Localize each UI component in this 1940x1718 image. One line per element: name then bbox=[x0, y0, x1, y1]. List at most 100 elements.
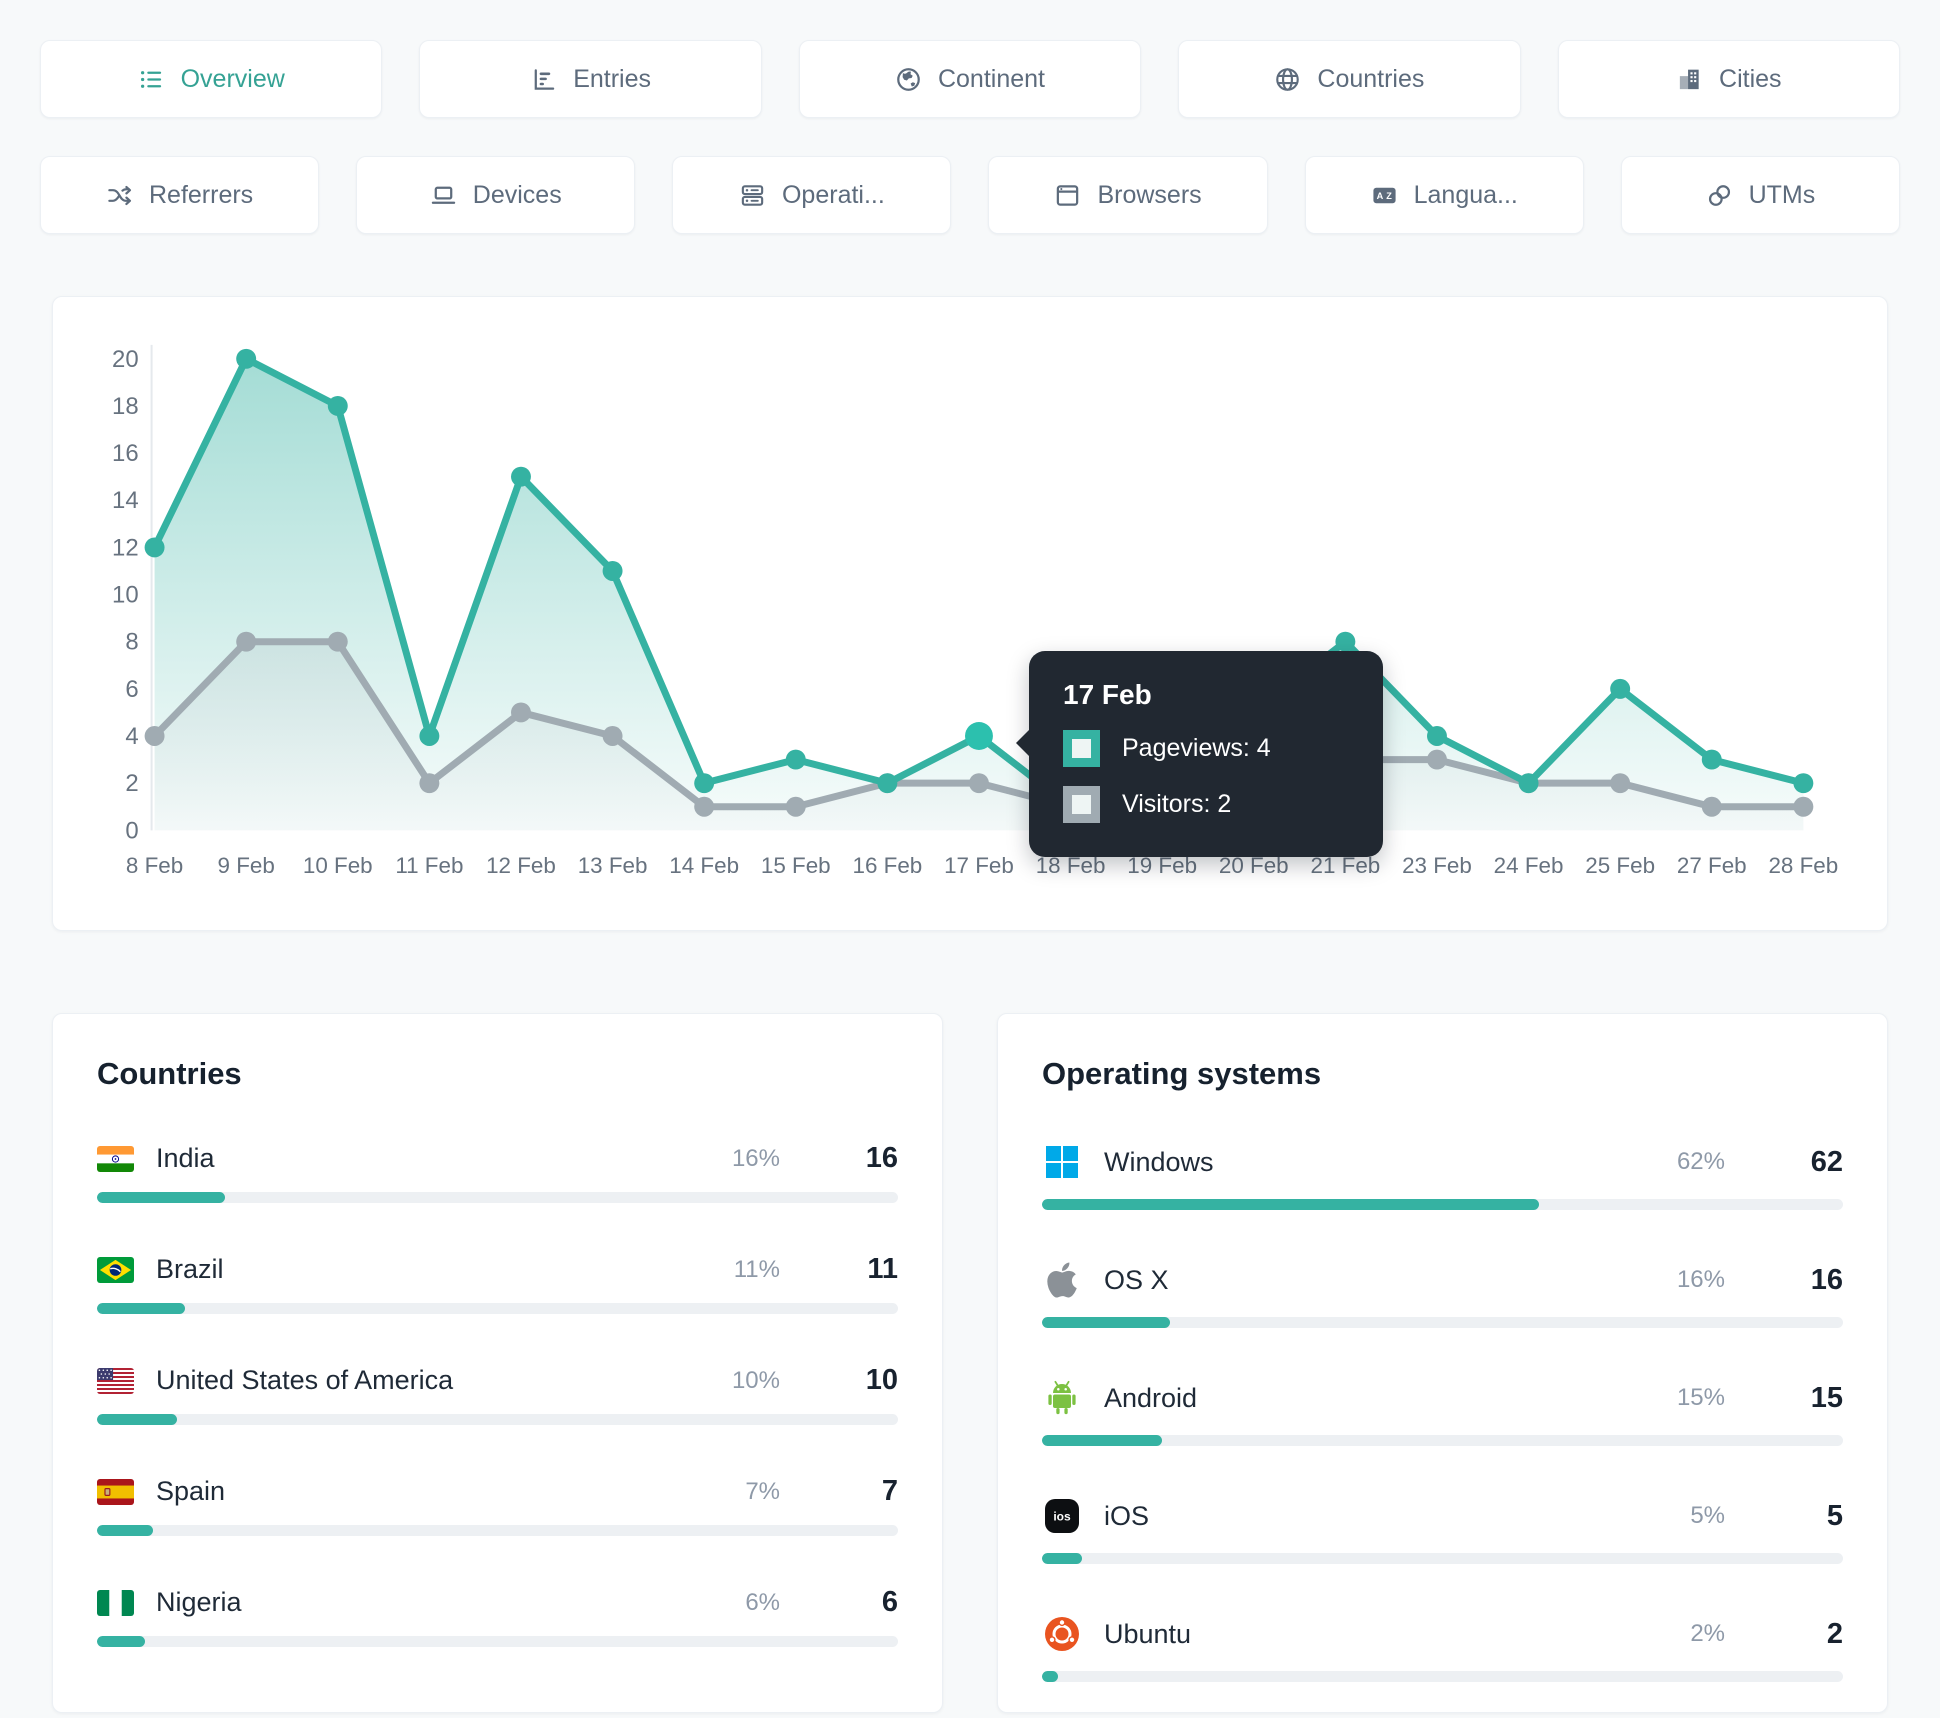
item-count: 6 bbox=[881, 1586, 898, 1618]
countries-icon bbox=[1274, 66, 1301, 93]
x-tick-label: 16 Feb bbox=[852, 853, 922, 878]
visitors-swatch bbox=[1063, 786, 1100, 823]
pageviews-point[interactable] bbox=[1610, 678, 1631, 699]
progress-bar bbox=[1042, 1317, 1843, 1328]
item-name: India bbox=[156, 1143, 215, 1173]
visitors-point[interactable] bbox=[236, 631, 257, 652]
country-row[interactable]: United States of America 10% 10 bbox=[97, 1364, 898, 1425]
visitors-point[interactable] bbox=[419, 773, 440, 794]
pageviews-point[interactable] bbox=[1793, 773, 1814, 794]
tooltip-row: Pageviews: 4 bbox=[1063, 730, 1349, 767]
x-tick-label: 13 Feb bbox=[578, 853, 648, 878]
x-tick-label: 11 Feb bbox=[395, 853, 463, 878]
y-tick-label: 14 bbox=[112, 487, 139, 514]
item-percent: 15% bbox=[1676, 1384, 1725, 1411]
y-tick-label: 10 bbox=[112, 582, 139, 609]
tab-referrers[interactable]: Referrers bbox=[40, 156, 320, 234]
os-row[interactable]: Windows 62% 62 bbox=[1042, 1142, 1843, 1210]
visitors-point[interactable] bbox=[327, 631, 348, 652]
referrers-icon bbox=[106, 182, 133, 209]
pageviews-point[interactable] bbox=[785, 749, 806, 770]
pageviews-point[interactable] bbox=[1518, 773, 1539, 794]
pageviews-point[interactable] bbox=[1335, 631, 1356, 652]
utms-icon bbox=[1706, 182, 1733, 209]
visitors-point[interactable] bbox=[602, 726, 623, 746]
visitors-point[interactable] bbox=[144, 726, 165, 746]
tab-continent[interactable]: Continent bbox=[798, 40, 1142, 118]
tab-cities[interactable]: Cities bbox=[1557, 40, 1900, 118]
y-tick-label: 12 bbox=[112, 534, 139, 561]
country-row[interactable]: Spain 7% 7 bbox=[97, 1475, 898, 1536]
progress-fill bbox=[1042, 1317, 1171, 1328]
visitors-point[interactable] bbox=[511, 702, 531, 723]
progress-bar bbox=[97, 1525, 898, 1536]
ios-icon-icon: ios bbox=[1042, 1496, 1082, 1536]
operating-systems-panel: Operating systems Windows 62% 62 OS X 16% 16 An… bbox=[997, 1013, 1888, 1713]
spain-flag-icon bbox=[97, 1478, 134, 1505]
progress-fill bbox=[1042, 1553, 1083, 1564]
overview-icon bbox=[138, 66, 165, 93]
country-row[interactable]: Nigeria 6% 6 bbox=[97, 1586, 898, 1647]
pageviews-point[interactable] bbox=[1701, 749, 1722, 770]
country-row[interactable]: Brazil 11% 11 bbox=[97, 1253, 898, 1314]
tab-operati[interactable]: Operati... bbox=[672, 156, 952, 234]
progress-bar bbox=[97, 1303, 898, 1314]
tab-entries[interactable]: Entries bbox=[419, 40, 762, 118]
progress-fill bbox=[1042, 1671, 1059, 1682]
x-tick-label: 18 Feb bbox=[1036, 853, 1106, 878]
operating-systems-icon bbox=[739, 182, 766, 209]
tab-devices[interactable]: Devices bbox=[356, 156, 636, 234]
tab-label: Browsers bbox=[1097, 180, 1202, 209]
pageviews-point[interactable] bbox=[144, 537, 165, 558]
visitors-point[interactable] bbox=[694, 796, 715, 817]
pageviews-point[interactable] bbox=[511, 466, 531, 487]
tab-label: Devices bbox=[472, 180, 562, 209]
pageviews-swatch bbox=[1063, 730, 1100, 767]
progress-bar bbox=[1042, 1435, 1843, 1446]
pageviews-point[interactable] bbox=[1427, 726, 1447, 746]
item-name: iOS bbox=[1104, 1500, 1150, 1531]
tab-langua[interactable]: A Z Langua... bbox=[1304, 156, 1584, 234]
visitors-point[interactable] bbox=[1793, 796, 1814, 817]
x-tick-label: 10 Feb bbox=[303, 853, 373, 878]
tab-overview[interactable]: Overview bbox=[40, 40, 383, 118]
entries-icon bbox=[530, 66, 557, 93]
visitors-point[interactable] bbox=[785, 796, 806, 817]
item-count: 5 bbox=[1826, 1499, 1843, 1532]
item-percent: 11% bbox=[733, 1255, 780, 1283]
visitors-point[interactable] bbox=[1427, 749, 1447, 770]
tab-label: Countries bbox=[1317, 64, 1425, 93]
pageviews-point[interactable] bbox=[602, 561, 623, 581]
brazil-flag-icon bbox=[97, 1256, 134, 1283]
country-row[interactable]: India 16% 16 bbox=[97, 1142, 898, 1203]
tab-utms[interactable]: UTMs bbox=[1620, 156, 1900, 234]
pageviews-point[interactable] bbox=[327, 395, 348, 416]
x-tick-label: 9 Feb bbox=[218, 853, 275, 878]
tab-browsers[interactable]: Browsers bbox=[988, 156, 1268, 234]
tab-bar-row-1: Overview Entries Continent Countries Cities bbox=[40, 0, 1900, 118]
item-name: Ubuntu bbox=[1104, 1618, 1192, 1649]
pageviews-visitors-chart[interactable]: 0 2 4 6 8 10 12 14 16 18 20 8 Feb 9 Feb 10 Feb 11 Feb 1… bbox=[53, 297, 1887, 930]
cities-icon bbox=[1676, 66, 1703, 93]
tab-label: Operati... bbox=[781, 180, 885, 209]
highlighted-point[interactable] bbox=[965, 722, 993, 750]
pageviews-point[interactable] bbox=[694, 773, 715, 794]
os-row[interactable]: ios iOS 5% 5 bbox=[1042, 1496, 1843, 1564]
os-row[interactable]: OS X 16% 16 bbox=[1042, 1260, 1843, 1328]
os-row[interactable]: Ubuntu 2% 2 bbox=[1042, 1614, 1843, 1682]
tab-countries[interactable]: Countries bbox=[1178, 40, 1521, 118]
tooltip-row-text: Visitors: 2 bbox=[1122, 790, 1232, 818]
progress-fill bbox=[1042, 1435, 1163, 1446]
visitors-point[interactable] bbox=[969, 773, 989, 794]
pageviews-point[interactable] bbox=[236, 348, 257, 369]
pageviews-point[interactable] bbox=[877, 773, 898, 794]
visitors-point[interactable] bbox=[1610, 773, 1631, 794]
tab-label: Cities bbox=[1719, 64, 1782, 93]
progress-bar bbox=[97, 1414, 898, 1425]
x-tick-label: 23 Feb bbox=[1402, 853, 1472, 878]
progress-fill bbox=[97, 1303, 186, 1314]
pageviews-point[interactable] bbox=[419, 726, 440, 746]
visitors-point[interactable] bbox=[1701, 796, 1722, 817]
os-row[interactable]: Android 15% 15 bbox=[1042, 1378, 1843, 1446]
